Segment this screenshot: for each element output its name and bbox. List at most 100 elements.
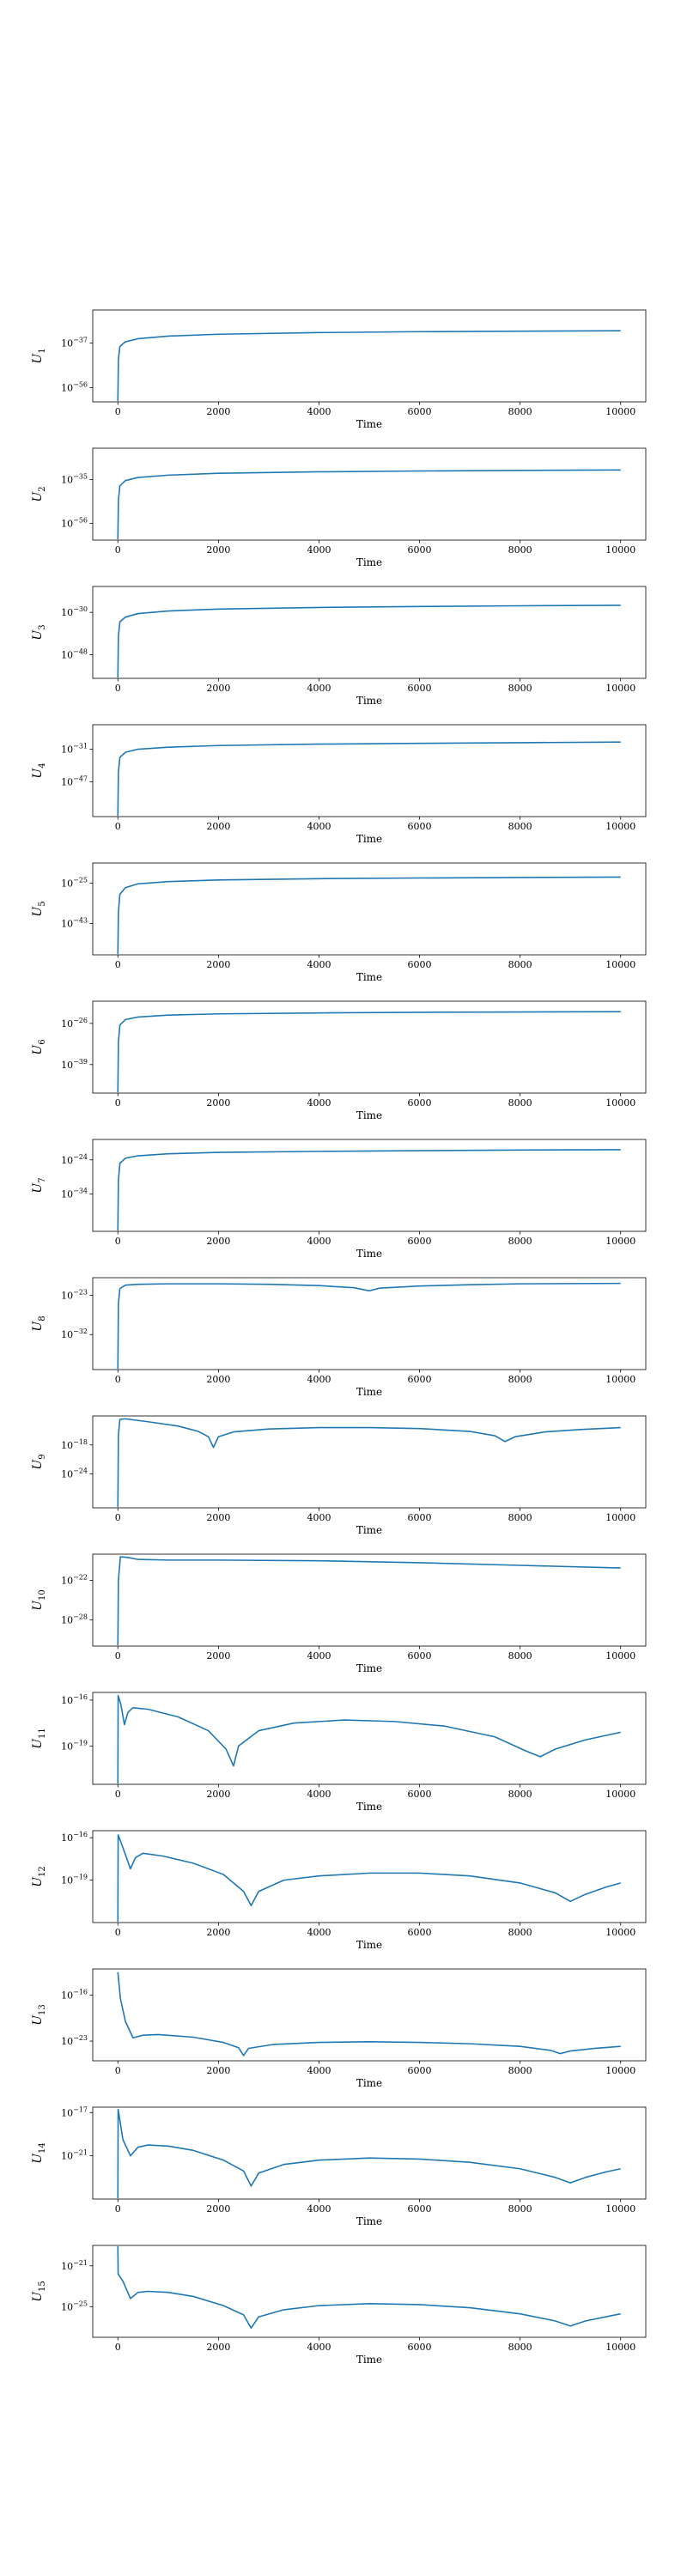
x-tick-label: 2000 [206, 1236, 230, 1247]
x-tick-label: 10000 [605, 406, 635, 417]
x-tick-label: 2000 [206, 544, 230, 556]
x-axis-label: Time [356, 2215, 382, 2227]
axes-frame [92, 1692, 647, 1785]
y-axis-label: U3 [31, 624, 47, 640]
x-tick-label: 6000 [408, 821, 432, 832]
x-axis-label: Time [356, 418, 382, 430]
x-tick-label: 0 [115, 1374, 121, 1385]
axes-frame [92, 309, 647, 403]
subplot-9: 0 2000 4000 6000 8000 10000 10−18 10−24 Time U9 [31, 1415, 647, 1536]
x-tick-label: 2000 [206, 1097, 230, 1109]
x-tick-label: 8000 [508, 959, 532, 970]
x-tick-label: 6000 [408, 683, 432, 694]
y-tick-label: 10−24 [61, 1467, 88, 1480]
x-tick-label: 8000 [508, 1236, 532, 1247]
y-tick-label: 10−34 [61, 1187, 88, 1200]
y-tick-label: 10−24 [61, 1153, 88, 1166]
y-tick-label: 10−35 [61, 472, 88, 485]
x-tick-label: 4000 [307, 821, 331, 832]
x-tick-label: 8000 [508, 2203, 532, 2215]
x-tick-label: 0 [115, 406, 121, 417]
subplot-14: 0 2000 4000 6000 8000 10000 10−17 10−21 Time U14 [31, 2105, 647, 2227]
x-tick-label: 10000 [605, 2342, 635, 2353]
x-tick-label: 4000 [307, 1236, 331, 1247]
y-axis-label: U9 [31, 1454, 47, 1469]
subplot-7: 0 2000 4000 6000 8000 10000 10−24 10−34 Time U7 [31, 1139, 647, 1260]
x-tick-label: 10000 [605, 2065, 635, 2076]
x-tick-label: 4000 [307, 683, 331, 694]
axes-frame [92, 1553, 647, 1647]
series-line-u3 [117, 605, 621, 678]
x-tick-label: 0 [115, 2342, 121, 2353]
y-tick-label: 10−47 [61, 775, 88, 788]
y-axis-label: U15 [31, 2281, 47, 2302]
series-line-u12 [117, 1834, 621, 1923]
x-tick-label: 2000 [206, 959, 230, 970]
x-axis-label: Time [356, 1662, 382, 1674]
y-tick-label: 10−37 [61, 336, 88, 349]
x-tick-label: 6000 [408, 1236, 432, 1247]
x-tick-label: 4000 [307, 1097, 331, 1109]
x-tick-label: 6000 [408, 1927, 432, 1938]
x-tick-label: 8000 [508, 1097, 532, 1109]
x-tick-label: 8000 [508, 1789, 532, 1800]
y-axis-label: U1 [31, 348, 47, 363]
series-line-u13 [117, 1971, 621, 2057]
x-axis-label: Time [356, 1801, 382, 1813]
series-line-u6 [117, 1011, 621, 1093]
y-tick-label: 10−31 [61, 743, 88, 756]
x-tick-label: 0 [115, 1236, 121, 1247]
subplot-8: 0 2000 4000 6000 8000 10000 10−23 10−32 Time U8 [31, 1277, 647, 1398]
y-tick-label: 10−16 [61, 1989, 88, 2002]
subplot-13: 0 2000 4000 6000 8000 10000 10−16 10−23 Time U13 [31, 1968, 647, 2089]
x-tick-label: 2000 [206, 1650, 230, 1662]
x-axis-label: Time [356, 1109, 382, 1121]
y-axis-label: U11 [31, 1728, 47, 1749]
x-axis-label: Time [356, 556, 382, 568]
x-tick-label: 6000 [408, 1650, 432, 1662]
x-tick-label: 2000 [206, 1927, 230, 1938]
axes-frame [92, 2106, 647, 2200]
y-tick-label: 10−56 [61, 381, 88, 394]
x-tick-label: 4000 [307, 959, 331, 970]
axes-frame [92, 724, 647, 817]
subplot-2: 0 2000 4000 6000 8000 10000 10−35 10−56 Time U2 [31, 447, 647, 568]
x-tick-label: 4000 [307, 2203, 331, 2215]
series-line-u9 [117, 1418, 621, 1508]
subplot-12: 0 2000 4000 6000 8000 10000 10−16 10−19 Time U12 [31, 1830, 647, 1951]
x-tick-label: 4000 [307, 1650, 331, 1662]
y-axis-label: U4 [31, 762, 47, 778]
subplot-5: 0 2000 4000 6000 8000 10000 10−25 10−43 Time U5 [31, 862, 647, 983]
x-tick-label: 6000 [408, 1097, 432, 1109]
y-tick-label: 10−32 [61, 1327, 88, 1340]
x-tick-label: 8000 [508, 1650, 532, 1662]
x-tick-label: 4000 [307, 1374, 331, 1385]
y-tick-label: 10−16 [61, 1693, 88, 1706]
y-axis-label: U14 [31, 2142, 47, 2164]
y-tick-label: 10−21 [61, 2259, 88, 2272]
y-axis-label: U12 [31, 1866, 47, 1887]
x-tick-label: 4000 [307, 1512, 331, 1523]
y-axis-label: U6 [31, 1039, 47, 1054]
y-tick-label: 10−26 [61, 1017, 88, 1030]
subplot-11: 0 2000 4000 6000 8000 10000 10−16 10−19 Time U11 [31, 1692, 647, 1813]
y-tick-label: 10−30 [61, 605, 88, 618]
subplot-1: 0 2000 4000 6000 8000 10000 10−37 10−56 Time U1 [31, 309, 647, 430]
x-tick-label: 10000 [605, 544, 635, 556]
y-tick-label: 10−56 [61, 517, 88, 530]
y-axis-label: U2 [31, 486, 47, 501]
x-tick-label: 8000 [508, 1374, 532, 1385]
x-axis-label: Time [356, 695, 382, 707]
x-tick-label: 0 [115, 2203, 121, 2215]
y-tick-label: 10−22 [61, 1574, 88, 1587]
y-tick-label: 10−18 [61, 1438, 88, 1451]
y-axis-label: U10 [31, 1589, 47, 1611]
x-axis-label: Time [356, 2077, 382, 2089]
x-tick-label: 8000 [508, 2342, 532, 2353]
x-tick-label: 8000 [508, 821, 532, 832]
x-tick-label: 8000 [508, 1927, 532, 1938]
axes-frame [92, 586, 647, 679]
x-tick-label: 0 [115, 1512, 121, 1523]
x-tick-label: 4000 [307, 406, 331, 417]
